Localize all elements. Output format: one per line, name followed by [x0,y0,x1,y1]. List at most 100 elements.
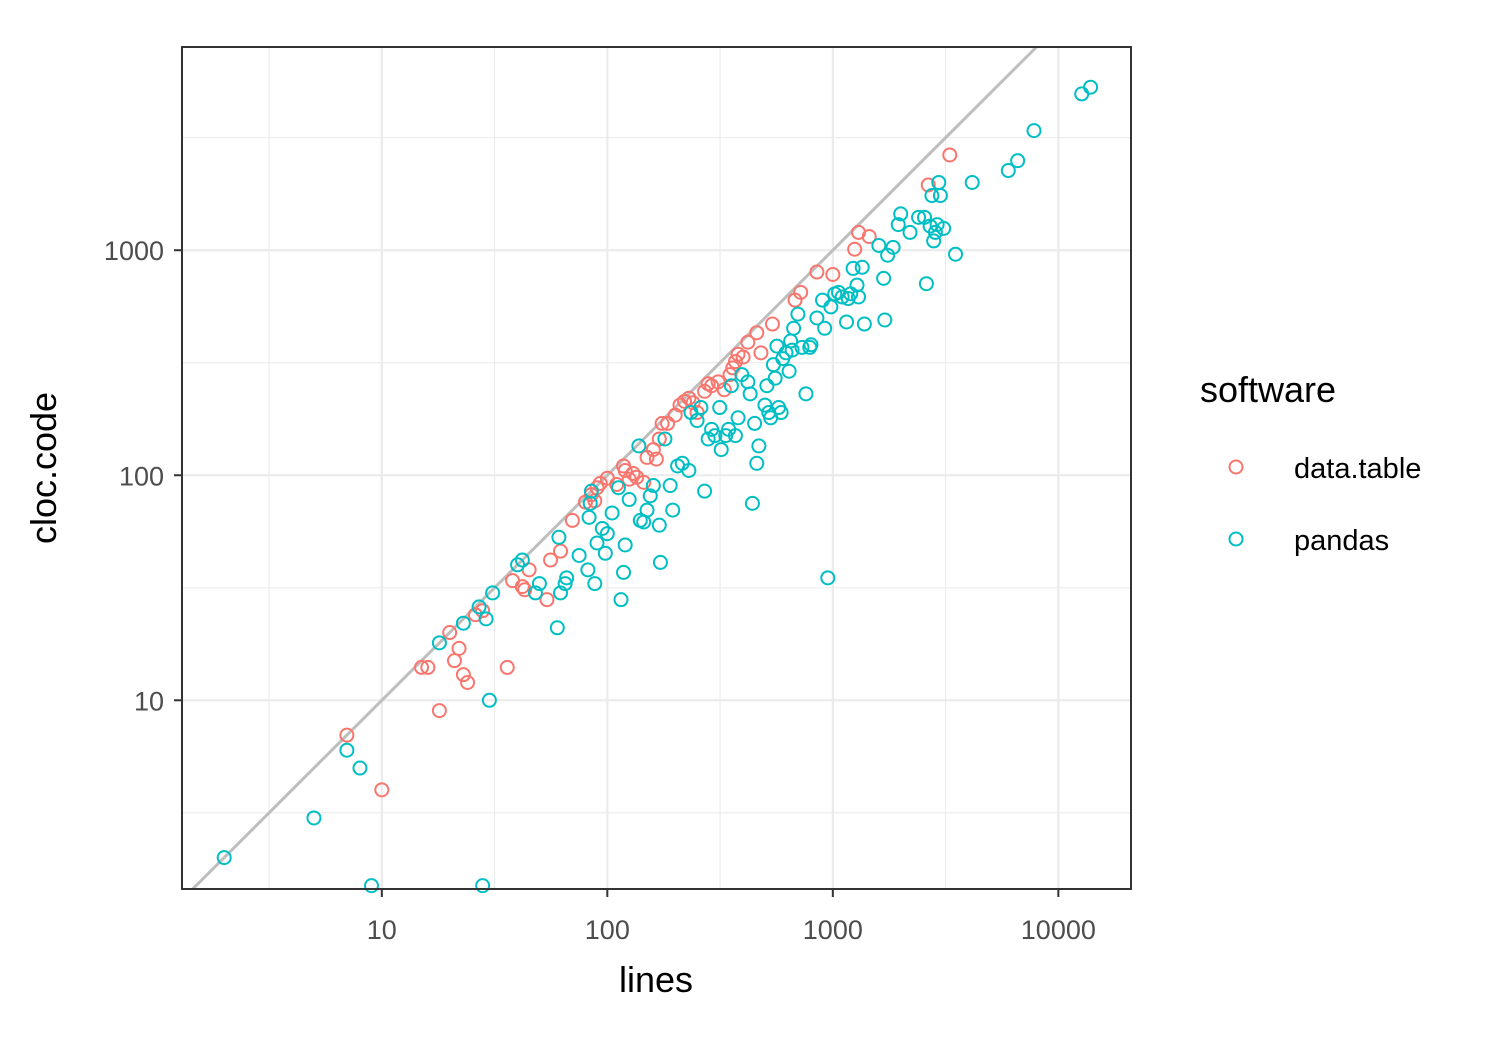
legend-label-data-table: data.table [1294,453,1421,485]
point-data-table [722,367,738,383]
point-pandas [571,547,587,563]
point-data-table [636,474,652,490]
point-data-table [654,415,670,431]
y-axis-title: cloc.code [23,392,64,544]
point-data-table [764,316,780,332]
point-data-table [753,345,769,361]
point-data-table [451,640,467,656]
point-pandas [662,478,678,494]
point-pandas [594,520,610,536]
x-tick-label: 100 [585,915,630,945]
point-pandas [794,339,810,355]
point-pandas [551,529,567,545]
point-pandas [604,505,620,521]
point-pandas [557,576,573,592]
point-pandas [693,400,709,416]
point-pandas [481,692,497,708]
x-tick-label: 10000 [1021,915,1096,945]
reference-line [191,45,1038,891]
legend-key-data-table [1228,459,1244,475]
point-data-table [543,552,559,568]
point-pandas [784,342,800,358]
y-tick-label: 100 [119,461,164,491]
point-data-table [455,667,471,683]
point-pandas [306,810,322,826]
point-pandas [707,428,723,444]
point-pandas [781,363,797,379]
plot-panel-border [181,46,1132,890]
point-pandas [475,878,491,894]
point-pandas [531,576,547,592]
point-pandas [759,378,775,394]
point-pandas [652,554,668,570]
point-pandas [589,535,605,551]
point-pandas [216,850,232,866]
point-pandas [363,878,379,894]
point-pandas [510,557,526,573]
point-pandas [902,224,918,240]
point-data-table [809,264,825,280]
x-tick-label: 10 [367,915,397,945]
point-data-table [681,390,697,406]
point-pandas [964,174,980,190]
point-data-table [825,267,841,283]
point-data-table [677,393,693,409]
point-pandas [713,442,729,458]
y-axis-ticks: 10 100 1000 [104,236,182,716]
point-pandas [599,526,615,542]
point-data-table [847,241,863,257]
point-pandas [730,410,746,426]
point-data-table [420,659,436,675]
point-pandas [616,564,632,580]
point-data-table [685,395,701,411]
point-pandas [924,188,940,204]
x-tick-label: 1000 [803,915,863,945]
point-data-table [431,703,447,719]
point-pandas [839,314,855,330]
point-pandas [918,276,934,292]
point-pandas [747,415,763,431]
point-data-table [339,727,355,743]
point-pandas [597,545,613,561]
point-pandas [834,289,850,305]
reference-line-group [191,45,1038,891]
legend-key-pandas [1228,531,1244,547]
point-data-table [374,782,390,798]
point-data-table [442,625,458,641]
point-pandas [553,585,569,601]
point-data-table [740,334,756,350]
point-pandas [697,483,713,499]
point-pandas [798,386,814,402]
point-data-table [920,177,936,193]
point-pandas [581,509,597,525]
legend-label-pandas: pandas [1294,525,1389,557]
point-pandas [742,386,758,402]
point-data-table [553,543,569,559]
point-pandas [876,270,892,286]
point-pandas [932,188,948,204]
point-pandas [681,462,697,478]
point-pandas [613,592,629,608]
point-data-table [564,512,580,528]
point-pandas [631,438,647,454]
point-pandas [817,320,833,336]
point-data-table [793,284,809,300]
point-pandas [749,455,765,471]
point-pandas [689,413,705,429]
point-pandas [893,206,909,222]
point-pandas [352,760,368,776]
point-data-table [716,382,732,398]
point-pandas [621,492,637,508]
point-data-table [735,349,751,365]
point-pandas [587,576,603,592]
point-pandas [790,306,806,322]
point-pandas [657,431,673,447]
point-pandas [712,400,728,416]
point-pandas [809,310,825,326]
point-pandas [911,209,927,225]
point-pandas [583,483,599,499]
point-pandas [856,316,872,332]
point-pandas [890,217,906,233]
y-tick-label: 10 [134,686,164,716]
